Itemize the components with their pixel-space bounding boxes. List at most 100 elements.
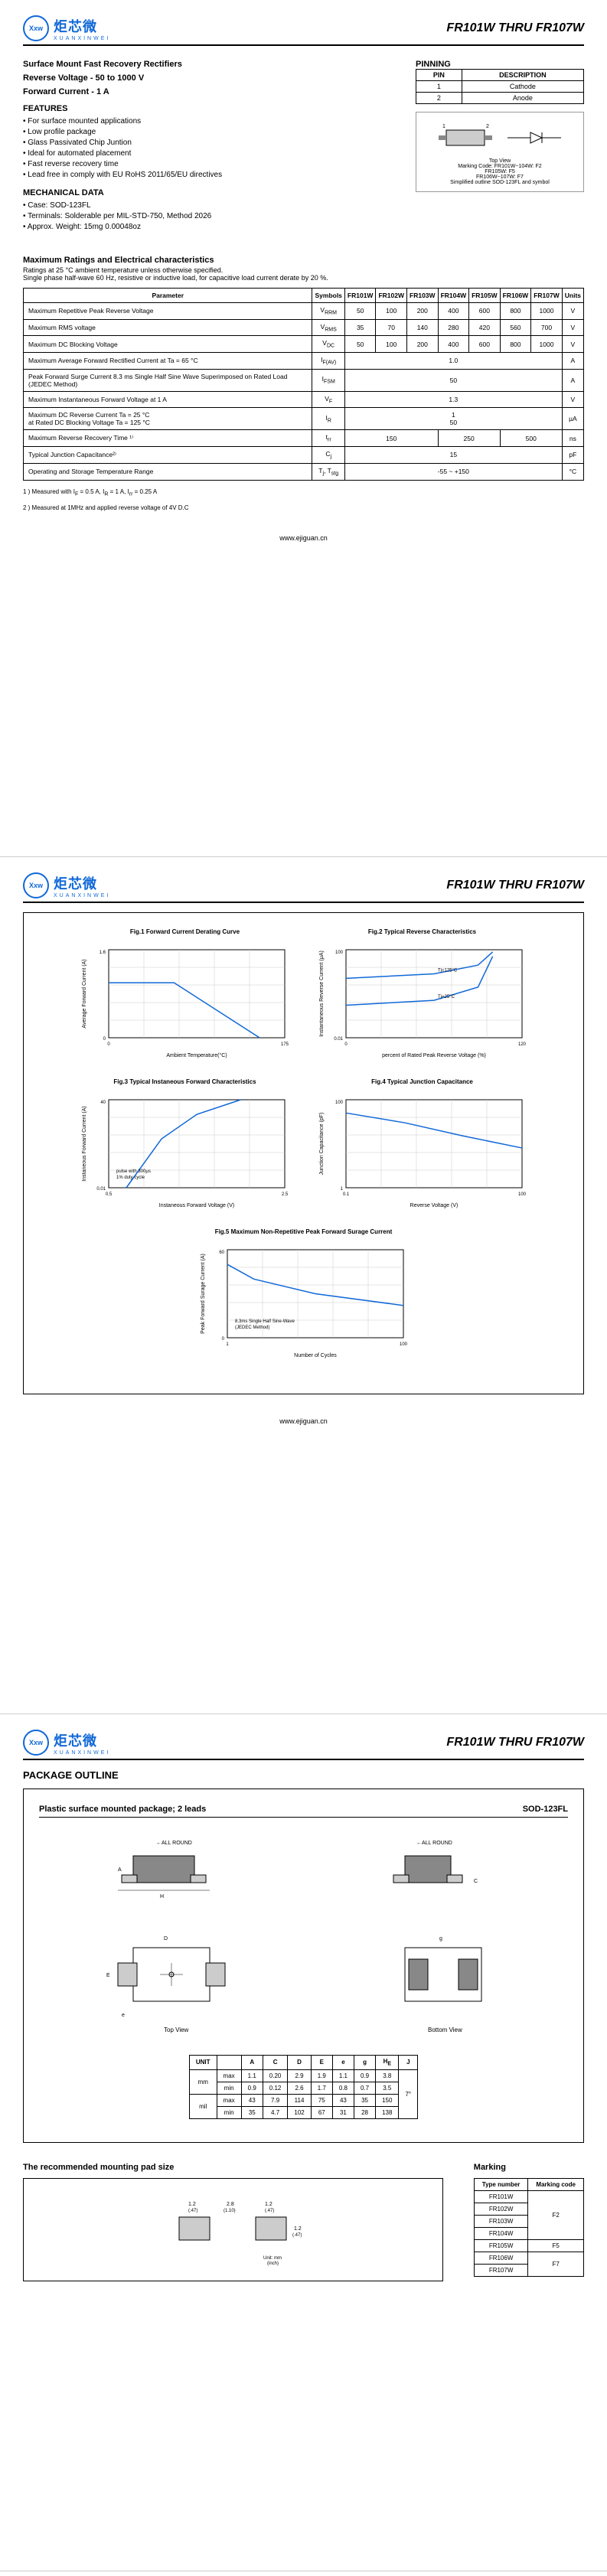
param-unit: µA [562, 408, 583, 430]
svg-text:1% duty cycle: 1% duty cycle [116, 1176, 145, 1180]
package-diagram: 12 Top ViewMarking Code: FR101W~104W: F2… [416, 112, 584, 192]
chart-svg: Number of CyclesPeak Forward Surage Curr… [197, 1238, 411, 1361]
param-sym: trr [312, 430, 344, 447]
mark-code: F7 [528, 2252, 584, 2276]
side-view-1: ←ALL ROUND H A [110, 1833, 233, 1902]
svg-text:2.8: 2.8 [227, 2202, 234, 2207]
svg-text:8.3ms Single Half Sine-Wave: 8.3ms Single Half Sine-Wave [235, 1319, 295, 1324]
chart-svg: Ambient Temperature(°C)Average Forward C… [78, 938, 292, 1061]
svg-text:percent of Rated Peak Reverse: percent of Rated Peak Reverse Voltage (%… [382, 1053, 486, 1058]
chart-3: Fig.3 Typical Instaneous Forward Charact… [78, 1078, 292, 1213]
svg-text:Instaneous Forward Voltage (V): Instaneous Forward Voltage (V) [158, 1203, 233, 1208]
param-group: 250 [438, 430, 500, 447]
desc-col: DESCRIPTION [462, 70, 583, 81]
svg-text:0: 0 [107, 1042, 110, 1047]
param-val: 400 [438, 303, 469, 320]
param-th: FR104W [438, 289, 469, 303]
param-val: 1000 [531, 303, 563, 320]
svg-text:Number of Cycles: Number of Cycles [294, 1353, 337, 1358]
logo-icon: Xxw [23, 15, 49, 41]
dim-th: e [332, 2056, 354, 2070]
logo: Xxw 炬芯微 XUANXINWEI [23, 15, 110, 41]
param-name: Maximum Instantaneous Forward Voltage at… [24, 391, 312, 408]
chart-svg: Instaneous Forward Voltage (V)Instaneous… [78, 1088, 292, 1211]
param-name: Operating and Storage Temperature Range [24, 463, 312, 480]
logo: Xxw 炬芯微 XUANXINWEI [23, 872, 110, 898]
svg-text:1: 1 [442, 124, 445, 129]
svg-text:←ALL ROUND: ←ALL ROUND [416, 1841, 452, 1846]
chart-5: Fig.5 Maximum Non-Repetitive Peak Forwar… [197, 1228, 411, 1363]
product-title: Surface Mount Fast Recovery Rectifiers [23, 60, 400, 69]
pkg-drawings-2: D E e Top View g Bottom View [39, 1917, 568, 2040]
mark-th: Type number [474, 2178, 528, 2190]
pad-title: The recommended mounting pad size [23, 2163, 443, 2172]
pkg-note: Top View [423, 158, 577, 164]
param-th: Units [562, 289, 583, 303]
bottom-view: g Bottom View [374, 1917, 512, 2040]
svg-text:100: 100 [335, 951, 343, 955]
svg-text:100: 100 [517, 1192, 526, 1197]
charts-container: Fig.1 Forward Current Derating Curve Amb… [23, 912, 584, 1394]
svg-text:0: 0 [103, 1037, 106, 1042]
feature-item: Low profile package [23, 127, 400, 138]
sod-icon: 12 [431, 119, 569, 157]
svg-text:0.5: 0.5 [105, 1192, 112, 1197]
chart-title: Fig.2 Typical Reverse Characteristics [315, 928, 530, 935]
param-val: 100 [376, 336, 407, 353]
mech-item: Case: SOD-123FL [23, 201, 400, 211]
features-heading: FEATURES [23, 104, 400, 113]
param-unit: V [562, 336, 583, 353]
mech-item: Approx. Weight: 15mg 0.00048oz [23, 222, 400, 233]
param-sym: VDC [312, 336, 344, 353]
svg-text:Ambient Temperature(°C): Ambient Temperature(°C) [166, 1052, 227, 1058]
param-sym: IR [312, 408, 344, 430]
pkg-note: Marking Code: FR101W~104W: F2 [423, 164, 577, 169]
param-group: 150 [344, 430, 438, 447]
features-list: For surface mounted applicationsLow prof… [23, 116, 400, 181]
logo-icon: Xxw [23, 1730, 49, 1756]
chart-title: Fig.5 Maximum Non-Repetitive Peak Forwar… [197, 1228, 411, 1235]
svg-text:1.2: 1.2 [188, 2202, 196, 2207]
param-name: Maximum DC Reverse Current Ta = 25 °C at… [24, 408, 312, 430]
svg-text:Reverse Voltage (V): Reverse Voltage (V) [410, 1203, 458, 1208]
svg-text:(JEDEC Method): (JEDEC Method) [235, 1325, 269, 1330]
ratings-note: Ratings at 25 °C ambient temperature unl… [23, 266, 584, 282]
pkg-subtitle: Plastic surface mounted package; 2 leads [39, 1805, 206, 1814]
svg-text:0: 0 [344, 1042, 348, 1047]
pkg-name: SOD-123FL [523, 1805, 568, 1814]
param-name: Maximum RMS voltage [24, 319, 312, 336]
svg-text:(.47): (.47) [265, 2209, 274, 2213]
svg-text:Junction Capacitance (pF): Junction Capacitance (pF) [319, 1113, 325, 1176]
svg-text:pulse with 300μs: pulse with 300μs [116, 1169, 151, 1174]
pkg-outline-title: PACKAGE OUTLINE [23, 1769, 584, 1781]
mark-code: F2 [528, 2190, 584, 2239]
svg-text:Tj=125°C: Tj=125°C [438, 969, 458, 973]
param-unit: V [562, 391, 583, 408]
header: Xxw 炬芯微 XUANXINWEI FR101W THRU FR107W [23, 1730, 584, 1760]
footnote-1: 1 ) Measured with IF = 0.5 A, IR = 1 A, … [23, 488, 584, 497]
mark-type: FR107W [474, 2264, 528, 2276]
marking-title: Marking [474, 2163, 584, 2172]
pin-table: PINDESCRIPTION 1Cathode 2Anode [416, 69, 584, 104]
param-name: Peak Forward Surge Current 8.3 ms Single… [24, 369, 312, 391]
param-val: 700 [531, 319, 563, 336]
param-unit: V [562, 303, 583, 320]
dim-th: HE [376, 2056, 399, 2070]
param-val: 200 [407, 303, 439, 320]
side-view-2: ←ALL ROUND C [374, 1833, 497, 1902]
param-val: 800 [500, 303, 531, 320]
mark-code: F5 [528, 2239, 584, 2252]
svg-text:Bottom View: Bottom View [428, 2027, 462, 2033]
page-3: Xxw 炬芯微 XUANXINWEI FR101W THRU FR107W PA… [0, 1714, 607, 2571]
param-unit: pF [562, 447, 583, 464]
svg-text:0.01: 0.01 [96, 1187, 106, 1192]
svg-text:0.01: 0.01 [334, 1037, 343, 1042]
chart-4: Fig.4 Typical Junction Capacitance Rever… [315, 1078, 530, 1213]
param-span: -55 ~ +150 [344, 463, 562, 480]
param-span: 50 [344, 369, 562, 391]
mark-type: FR104W [474, 2227, 528, 2239]
param-val: 280 [438, 319, 469, 336]
param-unit: A [562, 369, 583, 391]
feature-item: For surface mounted applications [23, 116, 400, 127]
mech-item: Terminals: Solderable per MIL-STD-750, M… [23, 211, 400, 222]
